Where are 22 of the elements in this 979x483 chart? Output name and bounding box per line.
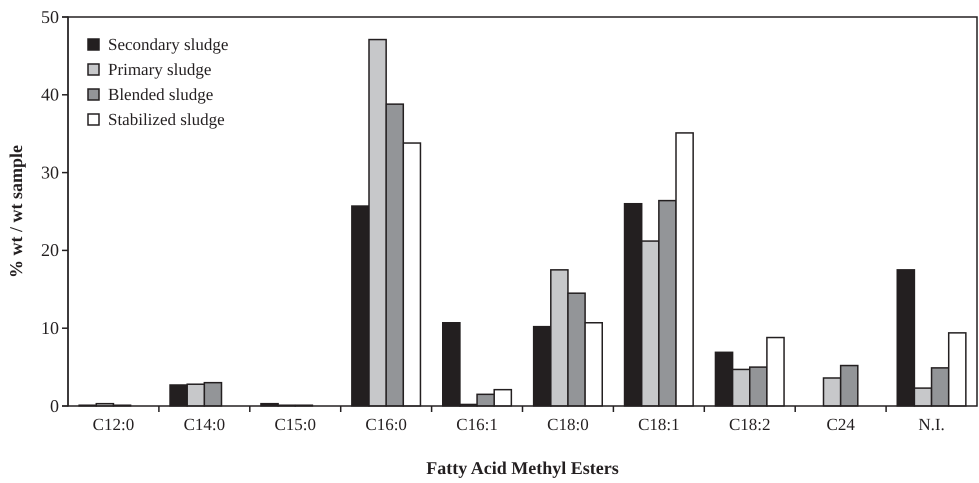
y-tick-label: 50	[41, 6, 59, 27]
y-tick-label: 10	[41, 318, 59, 338]
legend-label: Blended sludge	[108, 85, 214, 104]
y-tick-label: 0	[50, 396, 59, 416]
legend-label: Secondary sludge	[108, 35, 228, 54]
x-tick-label: C18:1	[638, 415, 680, 434]
legend-label: Primary sludge	[108, 60, 212, 79]
x-tick-label: C15:0	[274, 415, 316, 434]
x-tick-label: C16:0	[365, 415, 407, 434]
x-tick-label: C16:1	[456, 415, 498, 434]
x-tick-label: N.I.	[918, 415, 945, 434]
x-tick-label: C24	[826, 415, 856, 434]
y-axis-title: % wt / wt sample	[6, 145, 26, 278]
y-tick-label: 40	[41, 84, 59, 105]
x-axis-title: Fatty Acid Methyl Esters	[426, 458, 619, 478]
y-tick-label: 30	[41, 162, 59, 182]
x-tick-label: C14:0	[184, 415, 226, 434]
legend-label: Stabilized sludge	[108, 110, 225, 129]
x-tick-label: C18:0	[547, 415, 589, 434]
x-tick-label: C18:2	[728, 415, 771, 434]
x-tick-label: C12:0	[92, 415, 134, 434]
y-tick-label: 20	[41, 240, 59, 260]
